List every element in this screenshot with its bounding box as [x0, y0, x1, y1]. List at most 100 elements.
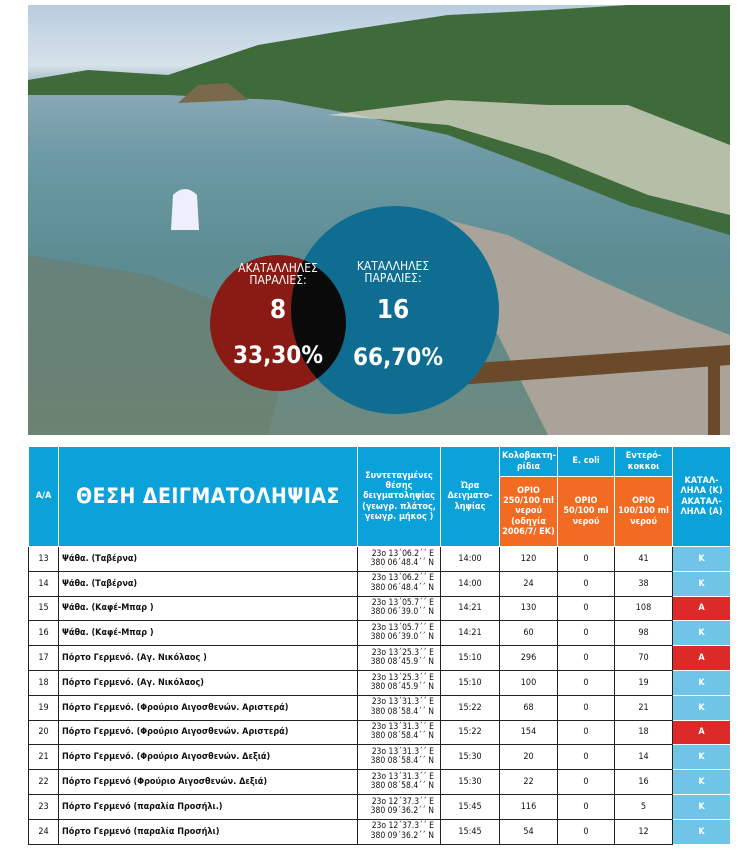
enterococci-value: 70 — [614, 645, 673, 671]
latitude: 380 06΄39.0΄΄ N — [370, 607, 434, 618]
sample-time: 14:21 — [440, 620, 500, 647]
sample-time: 15:10 — [440, 645, 500, 671]
limit-coliforms: ΟΡΙΟ 250/100 ml νερού (οδηγία 2006/7/ ΕΚ… — [499, 476, 558, 547]
location-name: Πόρτο Γερμενό (παραλία Προσήλι.) — [58, 793, 358, 820]
result-badge: A — [672, 719, 731, 746]
latitude: 380 09΄36.2΄΄ N — [370, 805, 434, 816]
result-badge: K — [672, 793, 731, 820]
longitude: 23ο 13΄31.3΄΄ E — [371, 771, 434, 782]
ecoli-value: 0 — [557, 620, 615, 647]
unsuitable-percent: 33,30% — [233, 341, 323, 369]
ecoli-value: 0 — [557, 570, 615, 597]
enterococci-value: 19 — [614, 669, 673, 696]
table-row: 17 Πόρτο Γερμενό. (Αγ. Νικόλαος ) 23ο 13… — [28, 645, 731, 671]
beach-photo: ΑΚΑΤΑΛΛΗΛΕΣ ΠΑΡΑΛΙΕΣ: 8 33,30% ΚΑΤΑΛΛΗΛΕ… — [28, 5, 730, 435]
result-badge: K — [672, 769, 731, 795]
row-number: 15 — [28, 595, 59, 622]
enterococci-value: 16 — [614, 769, 673, 795]
table-row: 19 Πόρτο Γερμενό. (Φρούριο Αιγοσθενών. Α… — [28, 694, 731, 721]
enterococci-value: 21 — [614, 694, 673, 721]
result-badge: K — [672, 744, 731, 771]
coliforms-value: 100 — [499, 669, 558, 696]
latitude: 380 09΄36.2΄΄ N — [370, 830, 434, 841]
result-badge: K — [672, 570, 731, 597]
result-badge: K — [672, 620, 731, 647]
coordinates: 23ο 12΄37.3΄΄ E 380 09΄36.2΄΄ N — [357, 793, 441, 820]
location-name: Πόρτο Γερμενό. (Αγ. Νικόλαος) — [58, 669, 358, 696]
row-number: 17 — [28, 645, 59, 671]
enterococci-value: 38 — [614, 570, 673, 597]
location-name: Ψάθα. (Καφέ-Μπαρ ) — [58, 620, 358, 647]
result-badge: K — [672, 669, 731, 696]
enterococci-value: 41 — [614, 546, 673, 572]
table-row: 24 Πόρτο Γερμενό (παραλία Προσήλι) 23ο 1… — [28, 818, 731, 845]
longitude: 23ο 13΄31.3΄΄ E — [371, 746, 434, 757]
result-badge: A — [672, 645, 731, 671]
row-number: 20 — [28, 719, 59, 746]
row-number: 16 — [28, 620, 59, 647]
longitude: 23ο 12΄37.3΄΄ E — [371, 821, 434, 832]
table-row: 14 Ψάθα. (Ταβέρνα) 23ο 13΄06.2΄΄ E 380 06… — [28, 570, 731, 597]
coliforms-value: 154 — [499, 719, 558, 746]
ecoli-value: 0 — [557, 719, 615, 746]
latitude: 380 06΄48.4΄΄ N — [370, 582, 434, 593]
suitable-label: ΚΑΤΑΛΛΗΛΕΣ ΠΑΡΑΛΙΕΣ: — [356, 259, 430, 285]
coliforms-value: 22 — [499, 769, 558, 795]
header-enterococci: Εντερό-κοκκοι — [614, 446, 673, 477]
row-number: 13 — [28, 546, 59, 572]
longitude: 23ο 13΄06.2΄΄ E — [371, 573, 434, 584]
table-row: 15 Ψάθα. (Καφέ-Μπαρ ) 23ο 13΄05.7΄΄ E 380… — [28, 595, 731, 622]
location-name: Ψάθα. (Καφέ-Μπαρ ) — [58, 595, 358, 622]
unsuitable-count: 8 — [269, 295, 287, 325]
coliforms-value: 116 — [499, 793, 558, 820]
row-number: 19 — [28, 694, 59, 721]
latitude: 380 08΄58.4΄΄ N — [370, 706, 434, 717]
enterococci-value: 14 — [614, 744, 673, 771]
latitude: 380 06΄39.0΄΄ N — [370, 632, 434, 643]
coordinates: 23ο 13΄31.3΄΄ E 380 08΄58.4΄΄ N — [357, 719, 441, 746]
sample-time: 14:00 — [440, 570, 500, 597]
row-number: 22 — [28, 769, 59, 795]
coordinates: 23ο 13΄31.3΄΄ E 380 08΄58.4΄΄ N — [357, 769, 441, 795]
ecoli-value: 0 — [557, 793, 615, 820]
ecoli-value: 0 — [557, 694, 615, 721]
latitude: 380 08΄58.4΄΄ N — [370, 731, 434, 742]
location-name: Πόρτο Γερμενό (Φρούριο Αιγοσθενών. Δεξιά… — [58, 769, 358, 795]
location-name: Ψάθα. (Ταβέρνα) — [58, 546, 358, 572]
sample-time: 15:22 — [440, 719, 500, 746]
result-badge: K — [672, 694, 731, 721]
row-number: 21 — [28, 744, 59, 771]
sample-time: 15:45 — [440, 793, 500, 820]
sample-time: 15:10 — [440, 669, 500, 696]
header-time: Ώρα Δειγματο-ληψίας — [440, 446, 500, 547]
ecoli-value: 0 — [557, 645, 615, 671]
coordinates: 23ο 13΄31.3΄΄ E 380 08΄58.4΄΄ N — [357, 694, 441, 721]
latitude: 380 08΄58.4΄΄ N — [370, 756, 434, 767]
table-row: 23 Πόρτο Γερμενό (παραλία Προσήλι.) 23ο … — [28, 793, 731, 820]
row-number: 24 — [28, 818, 59, 845]
sample-time: 14:21 — [440, 595, 500, 622]
sample-time: 14:00 — [440, 546, 500, 572]
location-name: Πόρτο Γερμενό. (Φρούριο Αιγοσθενών. Δεξι… — [58, 744, 358, 771]
enterococci-value: 18 — [614, 719, 673, 746]
suitable-count: 16 — [376, 295, 410, 325]
sampling-results-table: Α/Α ΘΕΣΗ ΔΕΙΓΜΑΤΟΛΗΨΙΑΣ Συντεταγμένες θέ… — [28, 446, 731, 845]
coordinates: 23ο 13΄05.7΄΄ E 380 06΄39.0΄΄ N — [357, 620, 441, 647]
sample-time: 15:30 — [440, 769, 500, 795]
table-row: 18 Πόρτο Γερμενό. (Αγ. Νικόλαος) 23ο 13΄… — [28, 669, 731, 696]
sample-time: 15:22 — [440, 694, 500, 721]
table-row: 22 Πόρτο Γερμενό (Φρούριο Αιγοσθενών. Δε… — [28, 769, 731, 795]
coliforms-value: 68 — [499, 694, 558, 721]
limit-enterococci: ΟΡΙΟ 100/100 ml νερού — [614, 476, 673, 547]
row-number: 23 — [28, 793, 59, 820]
coordinates: 23ο 13΄06.2΄΄ E 380 06΄48.4΄΄ N — [357, 546, 441, 572]
enterococci-value: 12 — [614, 818, 673, 845]
latitude: 380 08΄58.4΄΄ N — [370, 781, 434, 792]
longitude: 23ο 13΄05.7΄΄ E — [371, 598, 434, 609]
latitude: 380 08΄45.9΄΄ N — [370, 681, 434, 692]
suitable-percent: 66,70% — [353, 343, 443, 371]
longitude: 23ο 13΄31.3΄΄ E — [371, 697, 434, 708]
ecoli-value: 0 — [557, 744, 615, 771]
coordinates: 23ο 13΄05.7΄΄ E 380 06΄39.0΄΄ N — [357, 595, 441, 622]
header-ecoli: E. coli — [557, 446, 615, 477]
